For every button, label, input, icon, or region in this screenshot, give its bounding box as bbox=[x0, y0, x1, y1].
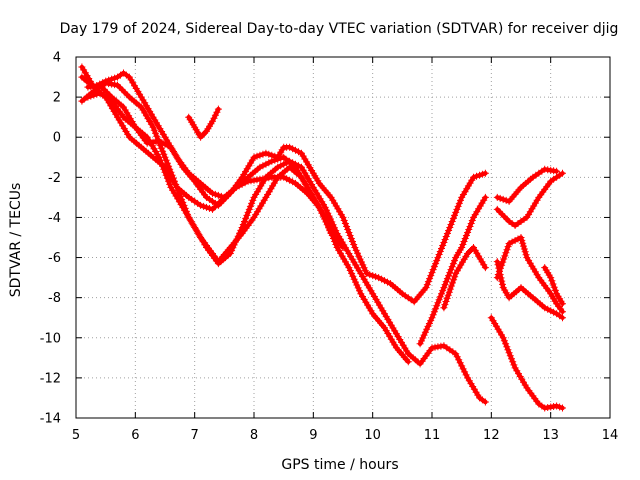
x-tick-label: 9 bbox=[309, 428, 317, 443]
plus-markers bbox=[493, 165, 561, 205]
y-axis-label: SDTVAR / TECUs bbox=[8, 183, 24, 298]
grid-lines bbox=[76, 57, 610, 418]
axis-ticks bbox=[75, 56, 611, 419]
series-s14 bbox=[541, 264, 566, 308]
series-s13 bbox=[487, 314, 566, 412]
plot-frame bbox=[75, 56, 611, 419]
series-s5 bbox=[84, 81, 489, 306]
y-tick-label: -8 bbox=[48, 291, 61, 306]
plus-markers bbox=[487, 314, 566, 412]
plus-markers bbox=[541, 264, 566, 308]
y-tick-label: 4 bbox=[53, 51, 61, 66]
x-tick-label: 6 bbox=[131, 428, 139, 443]
y-tick-label: -4 bbox=[48, 211, 61, 226]
series-s10 bbox=[493, 169, 566, 229]
y-tick-labels: -14 -12 -10 -8 -6 -4 -2 0 2 4 bbox=[40, 51, 61, 427]
y-tick-label: -12 bbox=[40, 371, 61, 386]
series-s12 bbox=[493, 234, 566, 316]
y-tick-label: -10 bbox=[40, 331, 61, 346]
series-line bbox=[489, 315, 565, 411]
y-tick-label: 2 bbox=[53, 91, 61, 106]
plus-markers bbox=[493, 234, 566, 316]
x-tick-labels: 5 6 7 8 9 10 11 12 13 14 bbox=[72, 428, 618, 443]
y-tick-label: -6 bbox=[48, 251, 61, 266]
chart-title: Day 179 of 2024, Sidereal Day-to-day VTE… bbox=[60, 21, 619, 37]
plus-markers bbox=[493, 169, 566, 229]
x-tick-label: 10 bbox=[364, 428, 381, 443]
x-tick-label: 7 bbox=[191, 428, 199, 443]
plus-markers bbox=[185, 105, 222, 141]
plus-markers bbox=[416, 193, 489, 348]
x-tick-label: 12 bbox=[483, 428, 500, 443]
x-tick-label: 11 bbox=[424, 428, 441, 443]
plus-markers bbox=[84, 81, 489, 306]
data-series-layer bbox=[78, 63, 566, 412]
series-s7 bbox=[416, 193, 489, 348]
series-s9 bbox=[493, 165, 561, 205]
y-tick-label: -2 bbox=[48, 171, 61, 186]
x-axis-label: GPS time / hours bbox=[281, 457, 398, 473]
series-s6 bbox=[185, 105, 222, 141]
plus-markers bbox=[440, 244, 489, 312]
x-tick-label: 14 bbox=[602, 428, 619, 443]
x-tick-label: 13 bbox=[542, 428, 559, 443]
x-tick-label: 8 bbox=[250, 428, 258, 443]
x-tick-label: 5 bbox=[72, 428, 80, 443]
y-tick-label: -14 bbox=[40, 412, 61, 427]
y-tick-label: 0 bbox=[53, 131, 61, 146]
series-s8 bbox=[440, 244, 489, 312]
